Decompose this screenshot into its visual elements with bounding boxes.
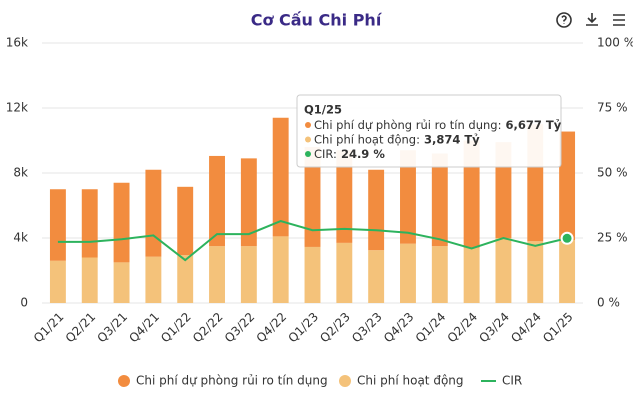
bar (177, 255, 194, 303)
x-tick-label: Q3/21 (95, 310, 131, 346)
y2-tick-label: 100 % (597, 36, 633, 50)
y-tick-label: 0 (20, 296, 28, 310)
tooltip-line: Chi phí hoạt động: 3,874 Tỷ (314, 132, 480, 146)
x-tick-label: Q4/21 (126, 310, 162, 346)
bar (463, 247, 480, 303)
bar (400, 243, 416, 303)
tooltip-value: 3,874 Tỷ (424, 132, 480, 146)
toolbar[interactable] (556, 12, 625, 28)
bar (304, 246, 321, 303)
bar (431, 246, 448, 303)
x-tick-label: Q2/23 (317, 310, 353, 346)
bar (145, 169, 162, 257)
y2-tick-label: 75 % (597, 101, 628, 115)
y-tick-label: 12k (6, 101, 28, 115)
bar (495, 238, 512, 303)
menu-icon[interactable] (613, 14, 625, 26)
x-tick-label: Q3/23 (349, 310, 385, 346)
x-tick-label: Q1/23 (285, 310, 321, 346)
bar (113, 182, 130, 263)
bar (209, 155, 225, 247)
legend-label: Chi phí hoạt động (357, 374, 464, 388)
y-tick-label: 4k (13, 231, 28, 245)
bar (81, 189, 98, 258)
x-tick-label: Q4/24 (508, 310, 544, 346)
y2-tick-label: 50 % (597, 166, 628, 180)
tooltip-line: CIR: 24.9 % (314, 147, 385, 161)
bar (368, 250, 385, 303)
bar (113, 262, 130, 303)
tooltip-value: 24.9 % (341, 147, 385, 161)
help-glyph (561, 15, 567, 24)
download-icon[interactable] (586, 13, 598, 26)
x-tick-label: Q2/22 (190, 310, 226, 346)
x-tick-label: Q4/22 (254, 310, 290, 346)
tooltip-line: Chi phí dự phòng rủi ro tín dụng: 6,677 T… (314, 118, 562, 132)
bar (272, 236, 289, 303)
bar (304, 147, 321, 247)
tooltip-dot (305, 136, 311, 143)
hover-point (560, 231, 574, 245)
bar (559, 240, 576, 303)
tooltip-value: 6,677 Tỷ (505, 118, 561, 132)
bar (209, 246, 225, 303)
bar (49, 189, 66, 261)
tooltip-label: Chi phí dự phòng rủi ro tín dụng: (314, 118, 501, 132)
help-icon[interactable] (556, 12, 572, 28)
bar (240, 158, 257, 247)
bar (527, 241, 544, 303)
y-tick-label: 8k (13, 166, 28, 180)
bar (336, 242, 353, 303)
x-tick-label: Q1/21 (31, 310, 67, 346)
bar (49, 260, 66, 303)
cir-line (57, 220, 568, 262)
legend-swatch (118, 375, 130, 387)
bar (400, 150, 416, 244)
x-tick-label: Q1/22 (158, 310, 194, 346)
x-tick-label: Q3/24 (476, 310, 512, 346)
tooltip-box (296, 94, 562, 168)
chart-title: Cơ Cấu Chi Phí (251, 11, 383, 30)
bar (336, 150, 353, 243)
legend-swatch (339, 375, 351, 387)
tooltip-label: Chi phí hoạt động: (314, 132, 420, 146)
tooltip-dot (305, 122, 311, 128)
bar (272, 117, 289, 237)
x-tick-label: Q2/21 (63, 310, 99, 346)
legend-label: CIR (502, 374, 522, 388)
tooltip-label: CIR: (314, 147, 337, 161)
x-tick-label: Q1/25 (540, 310, 576, 346)
bar (431, 153, 448, 247)
bar (368, 169, 385, 251)
tooltip-dot (305, 151, 311, 157)
tooltip-title: Q1/25 (304, 103, 342, 117)
legend-label: Chi phí dự phòng rủi ro tín dụng (136, 374, 328, 388)
x-tick-label: Q3/22 (222, 310, 258, 346)
x-tick-label: Q2/24 (445, 310, 481, 346)
bar (145, 256, 162, 303)
y2-tick-label: 25 % (597, 231, 628, 245)
x-tick-label: Q1/24 (413, 310, 449, 346)
bar (559, 131, 576, 241)
y2-tick-label: 0 % (597, 296, 620, 310)
bar (177, 186, 194, 256)
bar (240, 246, 257, 303)
x-tick-label: Q4/23 (381, 310, 417, 346)
bar (81, 257, 98, 303)
y-tick-label: 16k (6, 36, 28, 50)
